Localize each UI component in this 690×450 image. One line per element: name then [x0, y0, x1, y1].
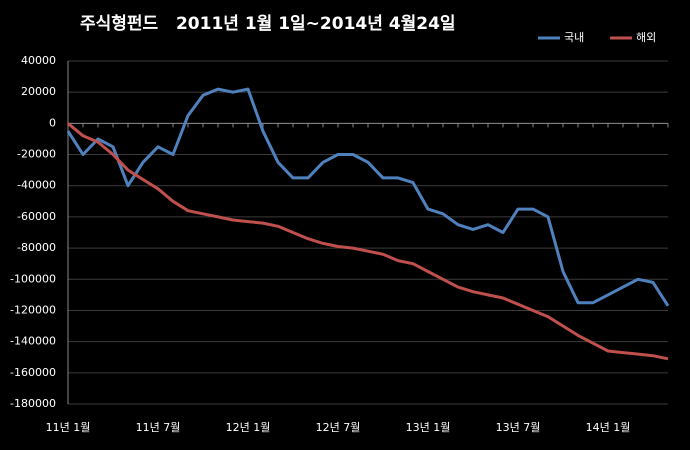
legend-label: 국내	[564, 31, 584, 44]
y-tick-label: -80000	[17, 241, 56, 254]
series-line	[66, 87, 670, 307]
x-tick-label: 13년 7월	[496, 421, 541, 434]
y-tick-label: 20000	[21, 85, 56, 98]
y-tick-label: -40000	[17, 179, 56, 192]
series-line	[67, 122, 669, 361]
x-tick-label: 11년 7월	[136, 421, 181, 434]
y-tick-label: -120000	[10, 303, 56, 316]
y-tick-label: -100000	[10, 272, 56, 285]
y-tick-label: -140000	[10, 335, 56, 348]
chart-title: 주식형펀드 2011년 1월 1일~2014년 4월24일	[80, 13, 456, 34]
x-tick-label: 13년 1월	[406, 421, 451, 434]
y-tick-label: 0	[49, 116, 56, 129]
y-tick-label: -160000	[10, 366, 56, 379]
legend-label: 해외	[636, 30, 656, 44]
y-tick-label: -180000	[10, 397, 56, 410]
x-tick-label: 12년 7월	[316, 421, 361, 434]
y-tick-label: 40000	[21, 54, 56, 67]
y-tick-label: -20000	[17, 148, 56, 161]
x-tick-label: 11년 1월	[46, 421, 91, 434]
x-tick-label: 14년 1월	[586, 421, 631, 434]
y-tick-label: -60000	[17, 210, 56, 223]
x-tick-label: 12년 1월	[226, 421, 271, 434]
